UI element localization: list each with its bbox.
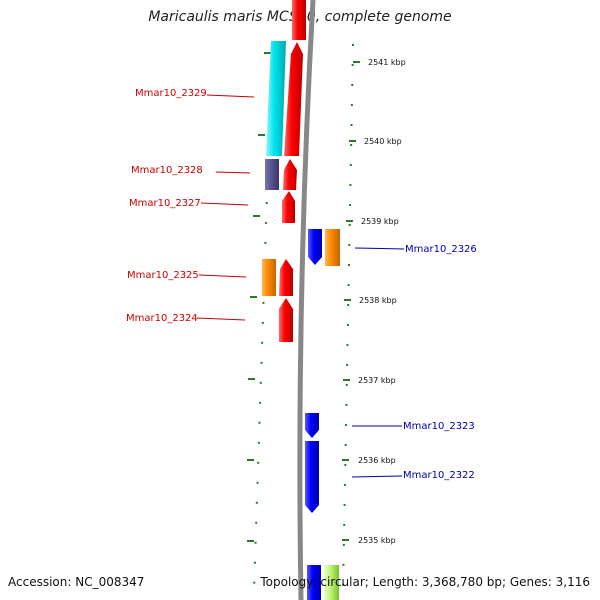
scale-label: 2538 kbp: [359, 296, 397, 305]
left-major-ticks: [247, 52, 271, 542]
gene-label[interactable]: Mmar10_2329: [135, 88, 207, 99]
gene-label[interactable]: Mmar10_2328: [131, 165, 203, 176]
gene-label[interactable]: Mmar10_2325: [127, 270, 199, 281]
gene-arrow[interactable]: [266, 41, 286, 156]
scale-label: 2541 kbp: [368, 58, 406, 67]
gene-label[interactable]: Mmar10_2327: [129, 198, 201, 209]
gene-arrow[interactable]: [284, 42, 303, 156]
reverse-strand-features: [305, 229, 340, 600]
scale-labels: 2541 kbp 2540 kbp 2539 kbp 2538 kbp 2537…: [358, 58, 406, 545]
forward-gene-labels: Mmar10_2329 Mmar10_2328 Mmar10_2327 Mmar…: [126, 88, 255, 324]
gene-arrow[interactable]: [282, 191, 295, 223]
gene-box[interactable]: [265, 159, 279, 190]
right-major-ticks: [342, 61, 360, 541]
gene-arrow[interactable]: [279, 259, 293, 296]
feature-bar[interactable]: [292, 0, 306, 40]
gene-label[interactable]: Mmar10_2326: [405, 244, 477, 255]
accession-label: Accession: NC_008347: [8, 575, 145, 589]
topology-label: Topology: circular; Length: 3,368,780 bp…: [260, 575, 590, 589]
forward-strand-features: [262, 0, 306, 342]
scale-label: 2535 kbp: [358, 536, 396, 545]
feature-bar[interactable]: [307, 565, 321, 600]
feature-bar[interactable]: [324, 565, 339, 600]
scale-label: 2536 kbp: [358, 456, 396, 465]
gene-arrow[interactable]: [305, 441, 319, 513]
genome-backbone: [297, 0, 316, 600]
gene-box[interactable]: [325, 229, 340, 266]
gene-arrow[interactable]: [283, 159, 297, 190]
gene-arrow[interactable]: [279, 298, 293, 342]
gene-arrow[interactable]: [308, 229, 322, 265]
scale-label: 2540 kbp: [364, 137, 402, 146]
gene-box[interactable]: [262, 259, 276, 296]
scale-label: 2539 kbp: [361, 217, 399, 226]
gene-label[interactable]: Mmar10_2323: [403, 421, 475, 432]
gene-label[interactable]: Mmar10_2322: [403, 470, 475, 481]
scale-label: 2537 kbp: [358, 376, 396, 385]
gene-arrow[interactable]: [305, 413, 319, 438]
gene-label[interactable]: Mmar10_2324: [126, 313, 198, 324]
reverse-gene-labels: Mmar10_2326 Mmar10_2323 Mmar10_2322: [351, 244, 477, 481]
right-tick-track: [342, 43, 354, 591]
